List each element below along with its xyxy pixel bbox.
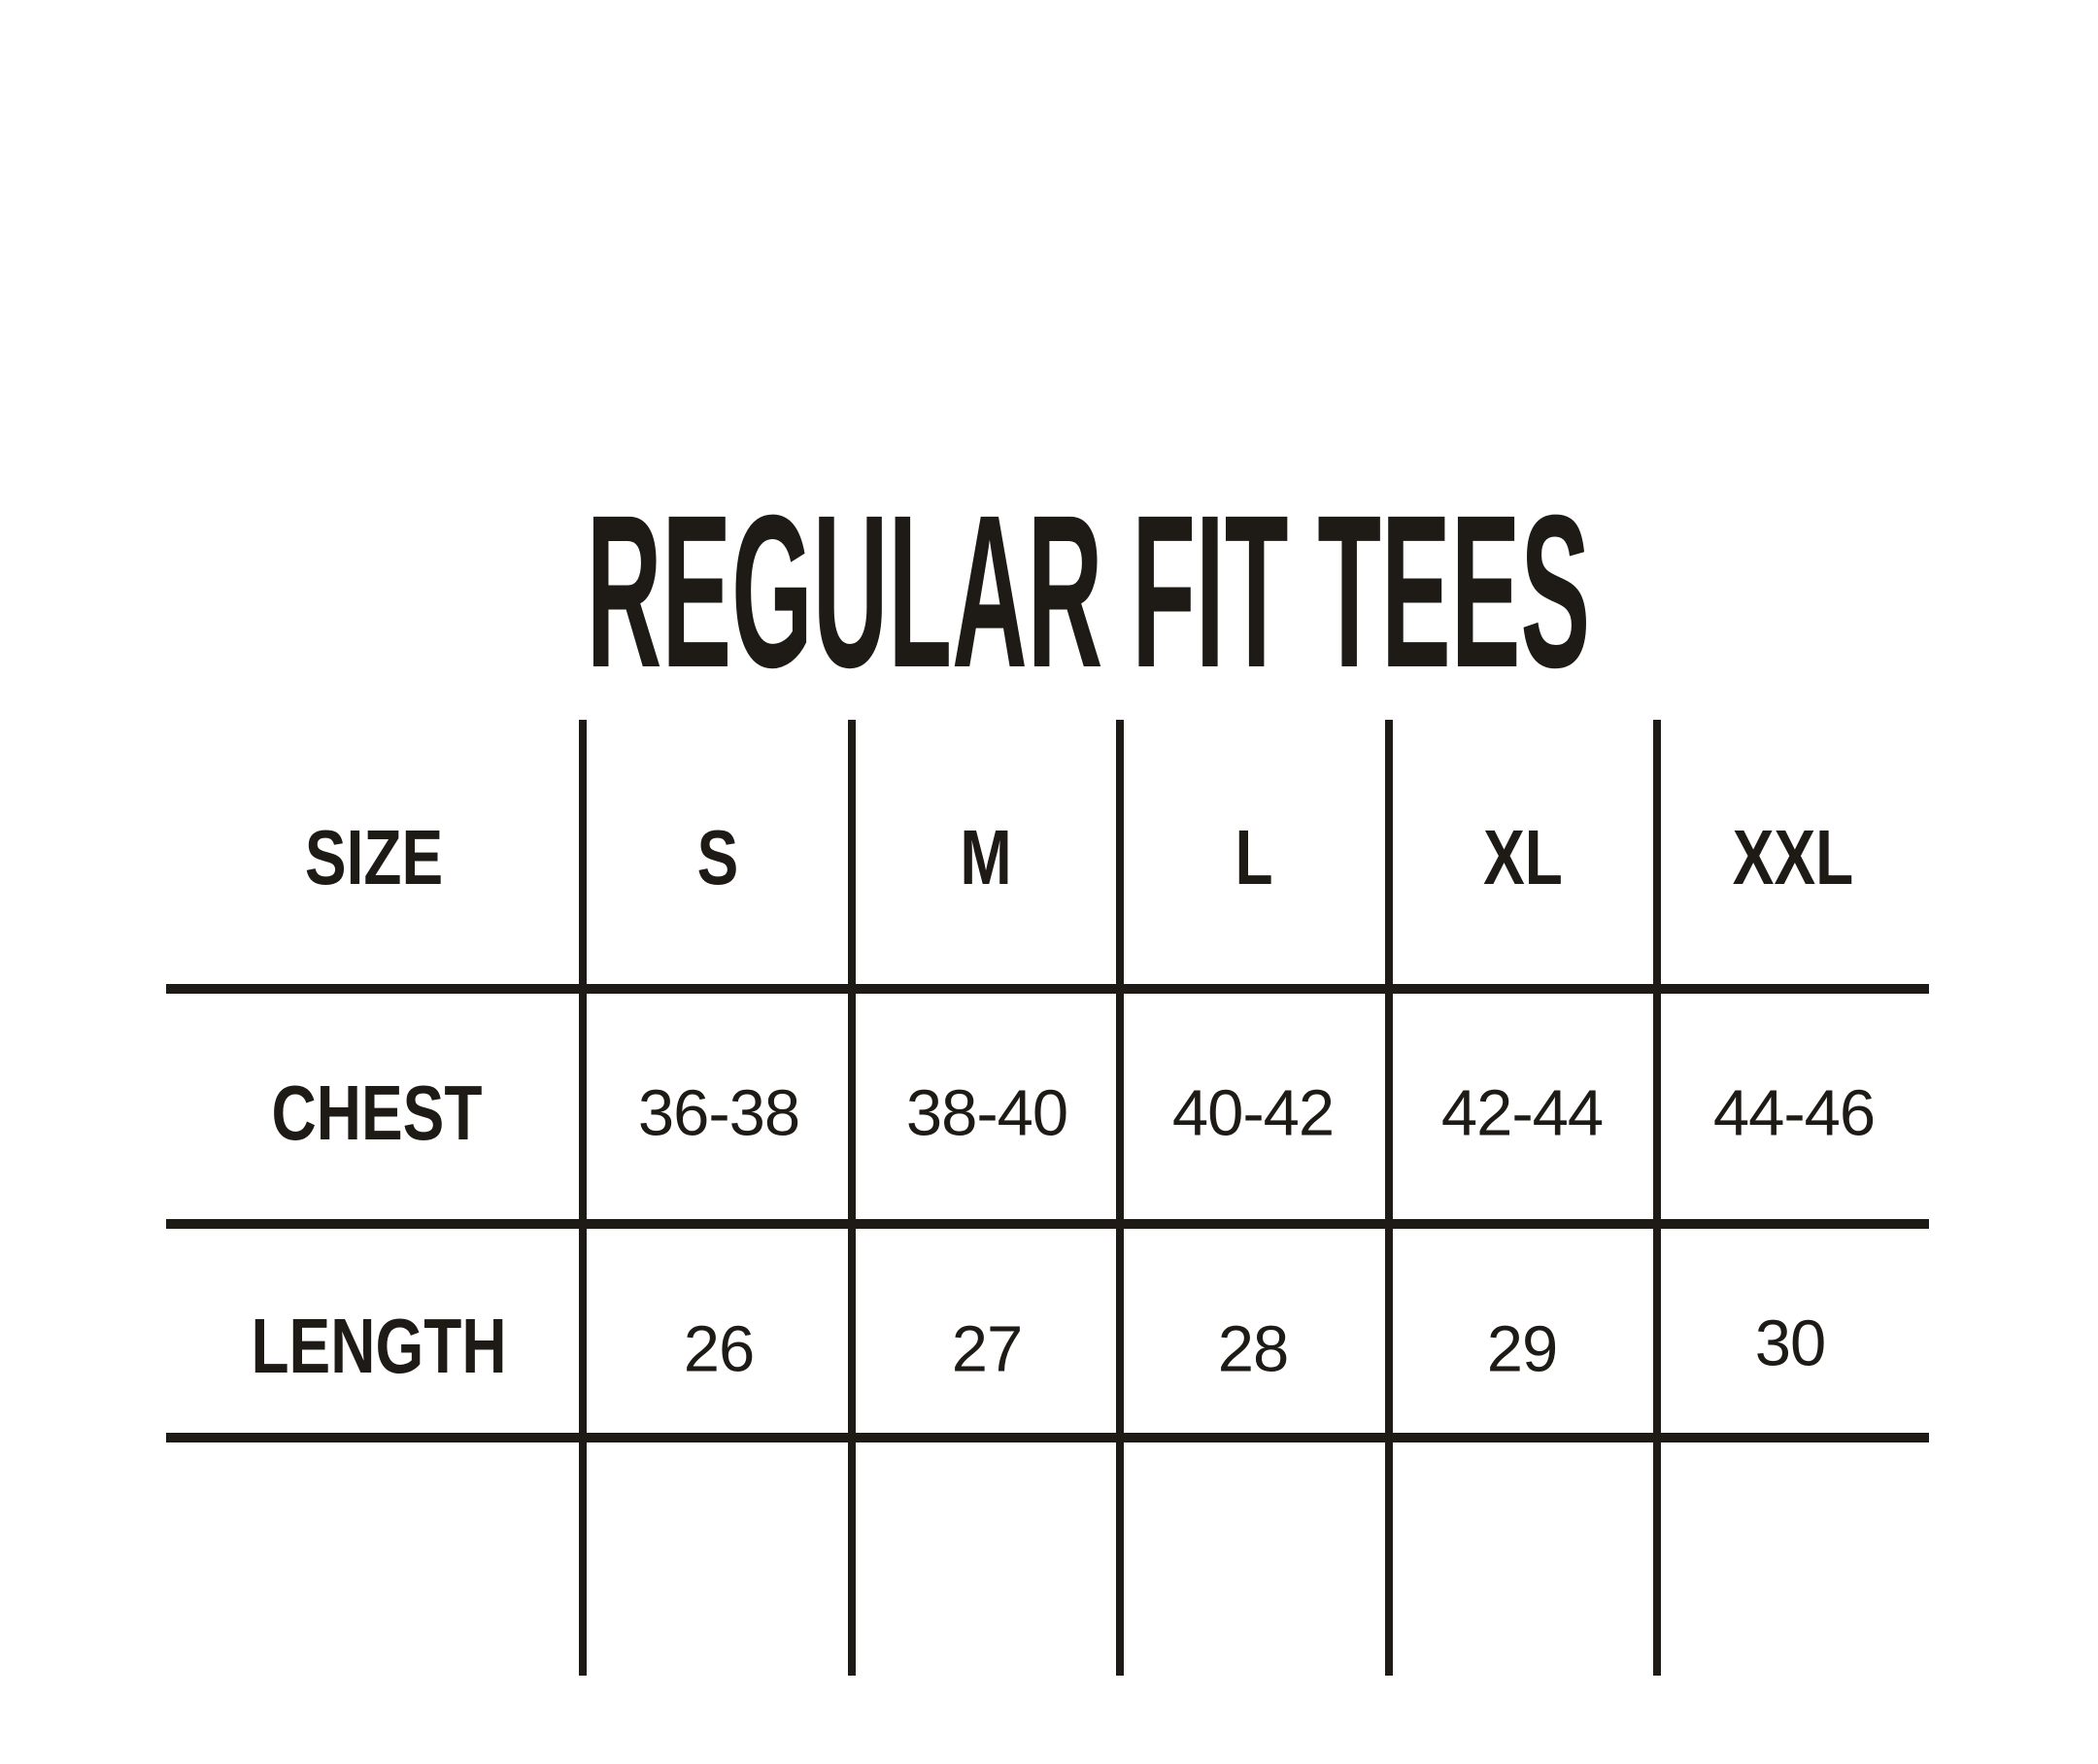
- grid-vline-5: [1653, 720, 1661, 1676]
- row-label-length: LENGTH: [251, 1303, 507, 1389]
- cell-chest-l: 40-42: [1171, 1076, 1335, 1150]
- grid-hline-2: [166, 1219, 1929, 1229]
- grid-vline-2: [848, 720, 856, 1676]
- cell-length-xl: 29: [1486, 1312, 1559, 1386]
- cell-chest-s: 36-38: [637, 1076, 800, 1150]
- title-row: REGULAR FIT TEES: [0, 483, 2098, 700]
- column-header-xl: XL: [1483, 814, 1563, 900]
- page-title: REGULAR FIT TEES: [586, 470, 1591, 713]
- grid-hline-3: [166, 1433, 1929, 1442]
- grid-hline-1: [166, 984, 1929, 994]
- cell-length-xxl: 30: [1754, 1306, 1827, 1380]
- column-header-m: M: [960, 814, 1012, 900]
- cell-chest-m: 38-40: [905, 1076, 1068, 1150]
- corner-label-size: SIZE: [304, 814, 444, 900]
- cell-length-m: 27: [951, 1312, 1024, 1386]
- column-header-s: S: [696, 814, 739, 900]
- grid-vline-3: [1116, 720, 1124, 1676]
- cell-chest-xl: 42-44: [1440, 1076, 1604, 1150]
- cell-chest-xxl: 44-46: [1712, 1076, 1876, 1150]
- column-header-xxl: XXL: [1732, 814, 1854, 900]
- grid-vline-1: [579, 720, 587, 1676]
- row-label-chest: CHEST: [271, 1069, 483, 1156]
- cell-length-l: 28: [1217, 1312, 1290, 1386]
- grid-vline-4: [1385, 720, 1393, 1676]
- column-header-l: L: [1235, 814, 1273, 900]
- cell-length-s: 26: [683, 1312, 756, 1386]
